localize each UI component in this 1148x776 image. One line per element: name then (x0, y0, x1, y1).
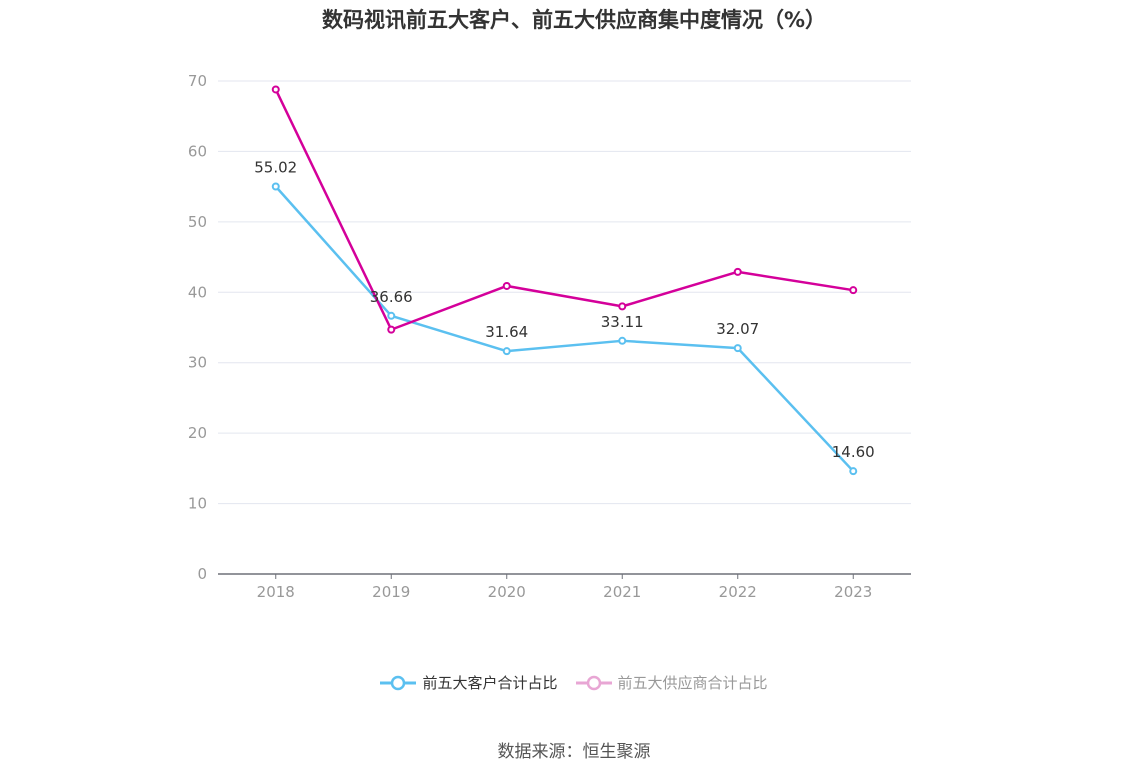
data-source: 数据来源：恒生聚源 (497, 742, 651, 762)
series-line (274, 185, 855, 473)
y-tick-label: 70 (188, 72, 207, 90)
y-tick-label: 0 (197, 565, 207, 583)
x-tick-label: 2020 (488, 583, 526, 601)
data-point (618, 336, 627, 345)
series-lines (271, 85, 858, 476)
data-labels: 55.02 36.66 31.64 33.11 32.07 14.60 (254, 159, 874, 462)
x-tick-label: 2022 (719, 583, 757, 601)
x-tick-label: 2019 (372, 583, 410, 601)
data-point (387, 311, 396, 320)
legend-marker-suppliers-icon (575, 675, 612, 690)
legend-label-suppliers: 前五大供应商合计占比 (617, 674, 768, 692)
legend: 前五大客户合计占比 前五大供应商合计占比 (0, 672, 1148, 693)
data-point (618, 302, 627, 311)
data-label: 31.64 (485, 323, 528, 341)
y-tick-label: 10 (188, 495, 207, 513)
data-point (271, 182, 280, 191)
grid-lines (218, 80, 911, 505)
data-point (733, 267, 742, 276)
data-point (733, 344, 742, 353)
y-tick-label: 30 (188, 354, 207, 372)
legend-item-suppliers[interactable]: 前五大供应商合计占比 (575, 672, 768, 693)
data-point (849, 286, 858, 295)
data-point (502, 347, 511, 356)
data-label: 14.60 (832, 443, 875, 461)
x-axis: 2018 2019 2020 2021 2022 2023 (218, 573, 911, 601)
y-tick-label: 60 (188, 142, 207, 160)
y-tick-label: 50 (188, 213, 207, 231)
data-point (502, 281, 511, 290)
chart-title: 数码视讯前五大客户、前五大供应商集中度情况（%） (321, 8, 827, 32)
x-tick-label: 2018 (257, 583, 295, 601)
data-point (271, 85, 280, 94)
legend-marker-customers-icon (380, 675, 417, 690)
legend-label-customers: 前五大客户合计占比 (422, 674, 558, 692)
data-point (387, 325, 396, 334)
data-label: 36.66 (370, 288, 413, 306)
x-tick-label: 2021 (603, 583, 641, 601)
y-tick-label: 20 (188, 424, 207, 442)
data-label: 32.07 (716, 320, 759, 338)
series-line (274, 88, 854, 331)
data-label: 33.11 (601, 313, 644, 331)
legend-item-customers[interactable]: 前五大客户合计占比 (380, 672, 558, 693)
x-tick-label: 2023 (834, 583, 872, 601)
data-point (849, 467, 858, 476)
data-label: 55.02 (254, 159, 297, 177)
y-axis-ticks: 0 10 20 30 40 50 60 70 (188, 72, 207, 583)
y-tick-label: 40 (188, 283, 207, 301)
